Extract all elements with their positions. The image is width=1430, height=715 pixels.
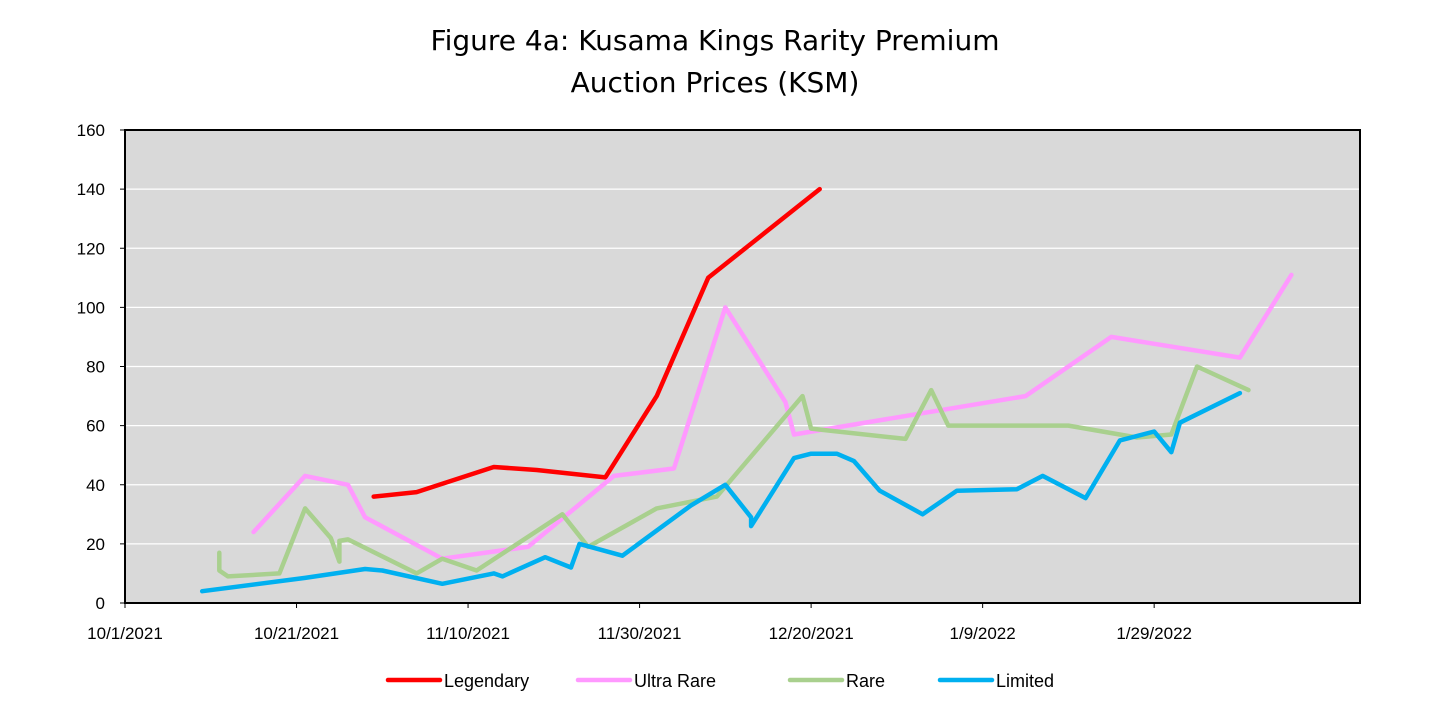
x-tick-label: 11/10/2021 <box>426 624 510 643</box>
series-line-ultra-rare <box>251 272 1294 561</box>
legend-label-rare: Rare <box>846 671 885 691</box>
y-tick-label: 100 <box>77 298 105 317</box>
x-tick-label: 12/20/2021 <box>769 624 854 643</box>
y-tick-label: 20 <box>86 535 105 554</box>
y-tick-label: 80 <box>86 358 105 377</box>
series-line-limited <box>199 390 1243 594</box>
x-tick-label: 10/1/2021 <box>87 624 163 643</box>
series-line-rare <box>217 364 1251 579</box>
plot-border <box>124 129 1361 604</box>
y-tick-label: 140 <box>77 180 105 199</box>
chart-title-line1: Figure 4a: Kusama Kings Rarity Premium <box>430 24 1000 57</box>
series-lines <box>199 186 1294 594</box>
legend-label-ultra-rare: Ultra Rare <box>634 671 716 691</box>
legend: Legendary Ultra Rare Rare Limited <box>385 671 1054 691</box>
x-tick-label: 1/29/2022 <box>1116 624 1192 643</box>
legend-label-limited: Limited <box>996 671 1054 691</box>
x-tick-label: 11/30/2021 <box>598 624 682 643</box>
y-tick-label: 60 <box>86 417 105 436</box>
x-tick-label: 1/9/2022 <box>950 624 1016 643</box>
y-tick-label: 40 <box>86 476 105 495</box>
y-tick-label: 160 <box>77 121 105 140</box>
y-axis-ticks: 0 20 40 60 80 100 120 140 160 <box>77 121 125 613</box>
y-tick-label: 0 <box>96 594 105 613</box>
y-tick-label: 120 <box>77 239 105 258</box>
x-tick-label: 10/21/2021 <box>254 624 339 643</box>
series-line-legendary <box>371 186 822 499</box>
chart-title-line2: Auction Prices (KSM) <box>570 66 860 99</box>
x-axis-ticks: 10/1/2021 10/21/2021 11/10/2021 11/30/2021 1… <box>87 603 1192 643</box>
legend-label-legendary: Legendary <box>444 671 529 691</box>
